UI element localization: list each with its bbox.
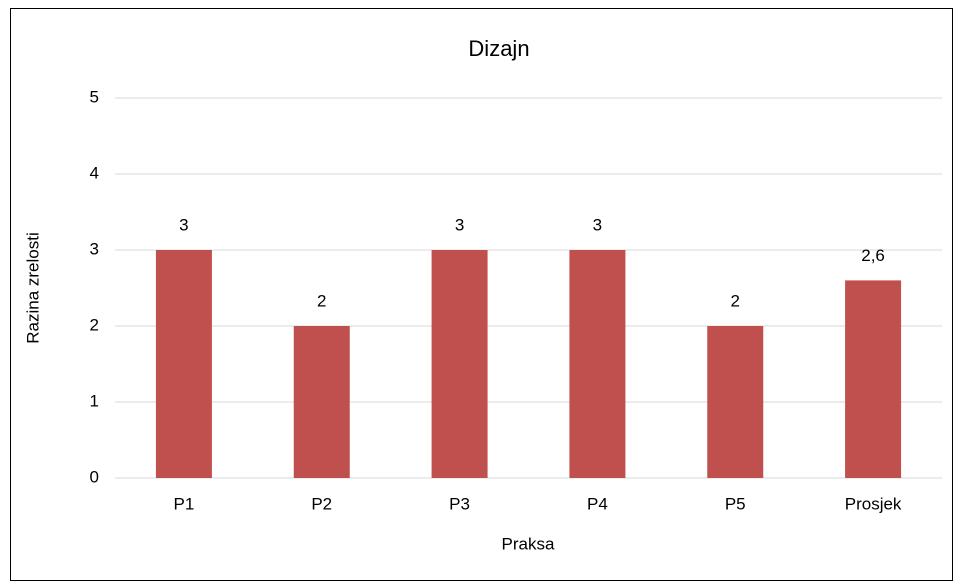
x-tick-label: P1 [174,494,195,513]
data-label: 3 [593,215,602,234]
bar [707,326,764,478]
bar [569,250,626,478]
bar [293,326,350,478]
y-tick-label: 2 [90,315,99,334]
data-label: 3 [455,215,464,234]
data-label: 2,6 [861,246,885,265]
x-tick-label: Prosjek [845,494,902,513]
y-tick-label: 5 [90,87,99,106]
data-label: 2 [731,291,740,310]
chart-title: Dizajn [468,36,529,61]
bar [845,280,902,478]
y-tick-label: 4 [90,163,99,182]
y-tick-label: 3 [90,239,99,258]
bar [431,250,488,478]
data-label: 3 [179,215,188,234]
x-tick-label: P4 [587,494,608,513]
x-tick-label: P5 [725,494,746,513]
y-tick-label: 0 [90,467,99,486]
x-axis-label: Praksa [502,534,555,553]
y-tick-label: 1 [90,391,99,410]
x-tick-label: P2 [311,494,332,513]
x-tick-label: P3 [449,494,470,513]
y-axis-label: Razina zrelosti [23,232,42,344]
bar [155,250,212,478]
data-label: 2 [317,291,326,310]
